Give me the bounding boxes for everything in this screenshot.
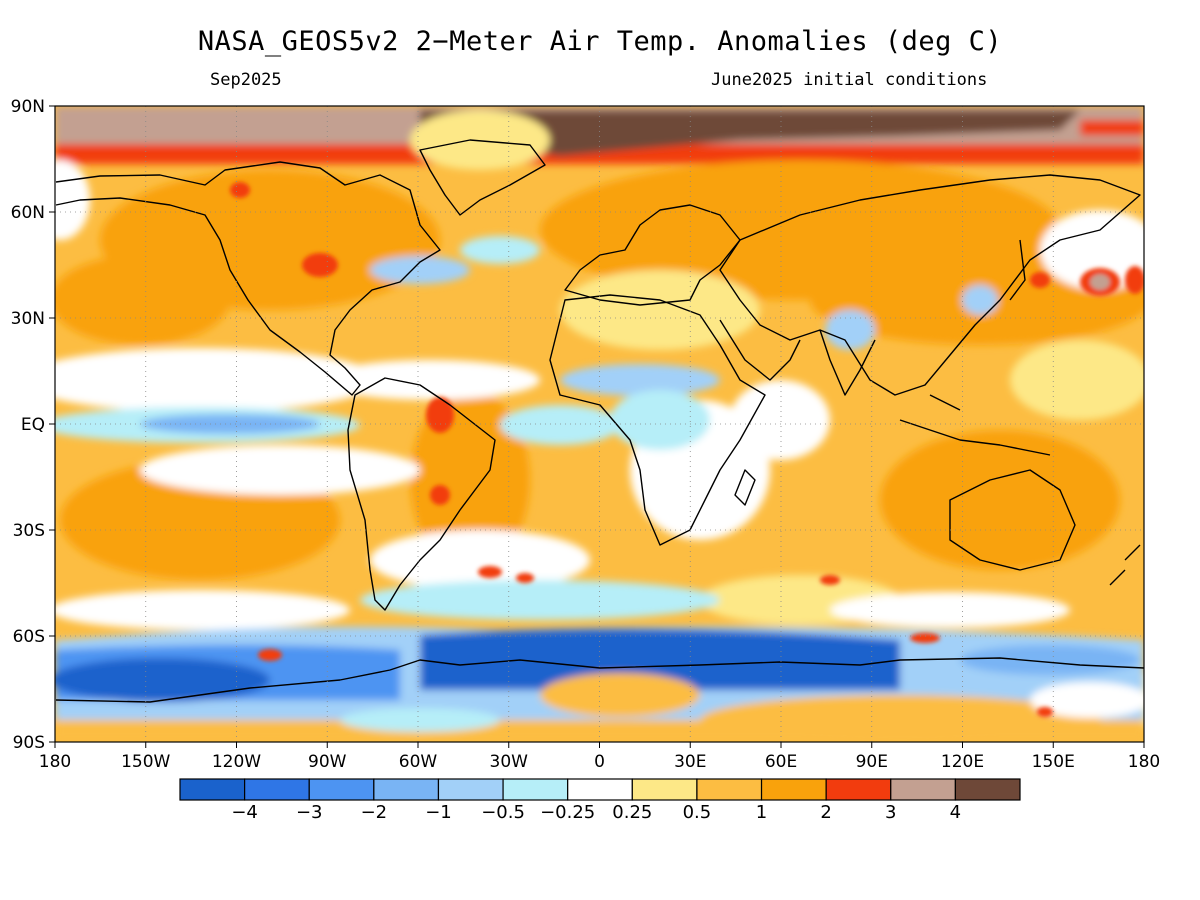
chart-title: NASA_GEOS5v2 2−Meter Air Temp. Anomalies…	[197, 26, 1003, 57]
colorbar-swatch	[244, 778, 310, 801]
lon-tick-label: 60W	[399, 752, 438, 772]
colorbar-swatch	[760, 778, 827, 801]
lon-tick-label: 90W	[308, 752, 347, 772]
lon-tick-label: 30E	[674, 752, 706, 772]
anomaly-field	[55, 106, 1144, 742]
coastline-africa	[549, 294, 766, 546]
colorbar-swatch	[825, 778, 892, 801]
colorbar-label: 2	[820, 802, 831, 823]
colorbar-label: 0.25	[612, 802, 652, 823]
lat-tick-label: 30S	[13, 521, 45, 541]
colorbar-label: −2	[361, 802, 388, 823]
coastline-north-america	[55, 161, 441, 396]
colorbar-swatch	[437, 778, 504, 801]
colorbar-swatch	[567, 778, 633, 801]
lat-tick-label: 90N	[11, 97, 45, 117]
lon-tick-label: 120W	[212, 752, 261, 772]
colorbar-label: −0.25	[540, 802, 595, 823]
lat-tick-label: 60N	[11, 203, 45, 223]
colorbar-swatch	[890, 778, 956, 801]
lon-tick-label: 60E	[765, 752, 797, 772]
colorbar-label: −4	[231, 802, 258, 823]
colorbar-swatch	[502, 778, 569, 801]
coastline-antarctica	[55, 657, 1144, 703]
colorbar-swatch	[954, 778, 1021, 801]
lon-tick-label: 120E	[941, 752, 984, 772]
colorbar-label: −0.5	[481, 802, 525, 823]
coastline-madagascar	[734, 469, 756, 506]
colorbar-label: 0.5	[683, 802, 712, 823]
lat-tick-label: 30N	[11, 309, 45, 329]
initial-conditions: June2025 initial conditions	[711, 70, 988, 90]
coastline-india	[819, 329, 876, 396]
lon-tick-label: 90E	[856, 752, 888, 772]
coastline-europe	[564, 204, 741, 306]
coastline-asia	[719, 174, 1141, 396]
colorbar-swatch	[308, 778, 375, 801]
lon-tick-label: 150W	[121, 752, 170, 772]
coastline-australia	[949, 469, 1076, 571]
longitude-axis: 180 150W 120W 90W 60W 30W 0 30E 60E 90E 120E 150E 18…	[39, 742, 1160, 772]
coastline-greenland	[419, 139, 546, 216]
colorbar-swatch	[373, 778, 440, 801]
colorbar-swatch	[696, 778, 763, 801]
coastline-new-zealand	[1109, 544, 1141, 586]
colorbar-swatch	[631, 778, 698, 801]
lon-tick-label: 0	[594, 752, 605, 772]
forecast-month: Sep2025	[210, 70, 282, 90]
colorbar-label: −3	[296, 802, 323, 823]
coastline-south-america	[347, 377, 496, 611]
coastline-japan	[1009, 239, 1026, 301]
coastline-arabia	[719, 319, 801, 381]
coastlines	[55, 139, 1144, 703]
gridlines	[55, 106, 1144, 742]
colorbar-label: 4	[950, 802, 961, 823]
lon-tick-label: 30W	[490, 752, 529, 772]
colorbar-swatch	[179, 778, 246, 801]
lon-tick-label: 150E	[1032, 752, 1075, 772]
lon-tick-label: 180	[1128, 752, 1160, 772]
colorbar: −4 −3 −2 −1 −0.5 −0.25 0.25 0.5 1 2 3 4	[179, 778, 1021, 823]
colorbar-label: −1	[425, 802, 452, 823]
lon-tick-label: 180	[39, 752, 71, 772]
coastline-indonesia	[899, 394, 1051, 456]
lat-tick-label: EQ	[21, 415, 45, 435]
latitude-axis: 90N 60N 30N EQ 30S 60S 90S	[11, 97, 55, 753]
colorbar-label: 1	[756, 802, 767, 823]
lat-tick-label: 60S	[13, 627, 45, 647]
lat-tick-label: 90S	[13, 733, 45, 753]
colorbar-label: 3	[885, 802, 896, 823]
